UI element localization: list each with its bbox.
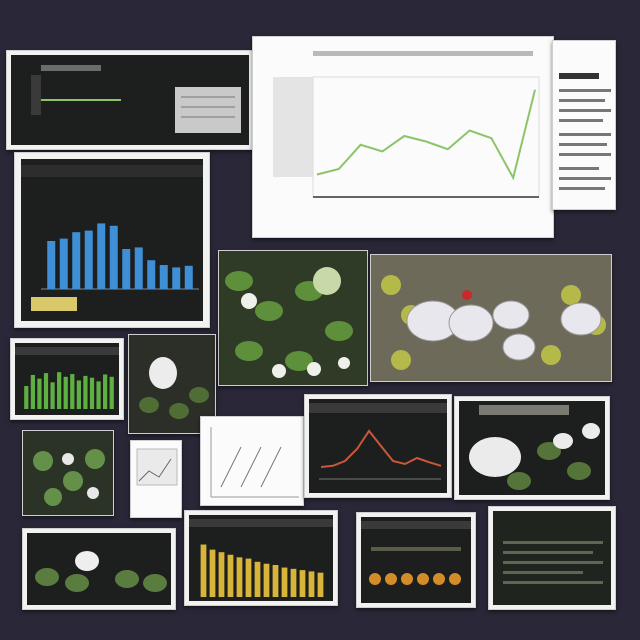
bar-chart-green-bar (109, 376, 114, 409)
panel-leafy-eggs-large (370, 254, 612, 382)
panel-eggs-row (22, 528, 176, 610)
bar-chart-green (24, 372, 114, 409)
panel-dark-text-screen (488, 506, 616, 610)
panel-bar-chart-yellow (184, 510, 338, 606)
bar-chart-green-bar (96, 381, 101, 409)
bar-chart-green-bar (63, 376, 68, 409)
orange-dots-title-band (361, 521, 471, 529)
bar-chart-green-bar (103, 374, 108, 409)
panel-line-chart-peak (304, 394, 452, 498)
bar-chart-yellow-bar (290, 568, 297, 597)
panel-dashboard-topleft (6, 50, 254, 150)
bar-chart-yellow-bar (299, 570, 306, 597)
dashboard-topleft-graphic (31, 65, 241, 133)
bar-chart-yellow-bar (245, 558, 252, 597)
panel-eggs-right (454, 396, 610, 500)
bar-chart-blue-bar (84, 230, 93, 289)
bar-chart-blue-bar (147, 260, 156, 289)
bar-chart-yellow-bar (218, 552, 225, 597)
bar-chart-yellow-bar (308, 571, 315, 597)
bar-chart-yellow-bar (317, 572, 324, 597)
panel-bar-chart-blue (14, 152, 210, 328)
bar-chart-green-title-band (15, 347, 119, 355)
bar-chart-blue-bar (134, 247, 143, 289)
orange-dots-graphic (369, 547, 461, 585)
bar-chart-blue-bar (72, 232, 81, 289)
bar-chart-yellow-bar (272, 565, 279, 597)
bar-chart-yellow-bar (209, 549, 216, 597)
leafy-center-illustration (219, 251, 367, 385)
bar-chart-blue-bar (47, 241, 56, 289)
leafy-left-illustration (23, 431, 113, 515)
line-chart-peak (319, 429, 442, 480)
bar-chart-green-bar (24, 386, 29, 409)
panel-sketch-chart (200, 416, 304, 506)
line-chart-large (273, 51, 540, 198)
bar-chart-yellow-bar (263, 563, 270, 597)
bar-chart-yellow-bar (227, 554, 234, 597)
eggs-row-illustration (35, 551, 167, 592)
bar-chart-yellow-bar (200, 544, 207, 597)
bar-chart-yellow-bar (281, 567, 288, 597)
panel-small-white-screen (130, 440, 182, 518)
line-chart-peak-line (320, 429, 442, 468)
bar-chart-green-bar (43, 373, 49, 409)
dark-text-screen-lines (503, 541, 603, 584)
panel-leafy-center (218, 250, 368, 386)
bar-chart-green-bar (70, 374, 75, 409)
panel-orange-dots (356, 512, 476, 608)
eggs-right-illustration (469, 405, 600, 490)
bar-chart-green-bar (89, 377, 95, 409)
small-white-screen-graphic (136, 448, 178, 486)
bar-chart-blue-bar (122, 249, 131, 289)
bar-chart-green-bar (50, 382, 55, 409)
bar-chart-blue-title-band (21, 165, 203, 177)
panel-leafy-left (22, 430, 114, 516)
line-chart-large-line (316, 89, 536, 181)
bar-chart-blue-bar (59, 238, 68, 289)
bar-chart-green-bar (57, 372, 62, 409)
line-chart-peak-title-band (309, 403, 447, 413)
bar-chart-green-bar (30, 374, 35, 409)
bar-chart-green-bar (83, 375, 88, 409)
bar-chart-blue (31, 223, 199, 311)
panel-text-page-right (552, 40, 616, 210)
bar-chart-blue-bar (159, 265, 168, 289)
bar-chart-blue-bar (172, 267, 181, 289)
text-page-lines (559, 73, 611, 190)
panel-bar-chart-green (10, 338, 124, 420)
sketch-chart-graphic (210, 427, 299, 498)
bar-chart-yellow-bar (236, 557, 243, 597)
bar-chart-blue-bar (184, 265, 193, 289)
bar-chart-green-bar (76, 380, 81, 409)
panel-line-chart-large (252, 36, 554, 238)
leafy-eggs-illustration (371, 255, 611, 381)
bar-chart-yellow-bar (254, 561, 261, 597)
bar-chart-blue-bar (109, 225, 118, 289)
bar-chart-yellow (200, 544, 324, 597)
bar-chart-blue-bar (97, 223, 106, 289)
bar-chart-yellow-title-band (189, 519, 333, 527)
bar-chart-green-bar (37, 378, 42, 409)
